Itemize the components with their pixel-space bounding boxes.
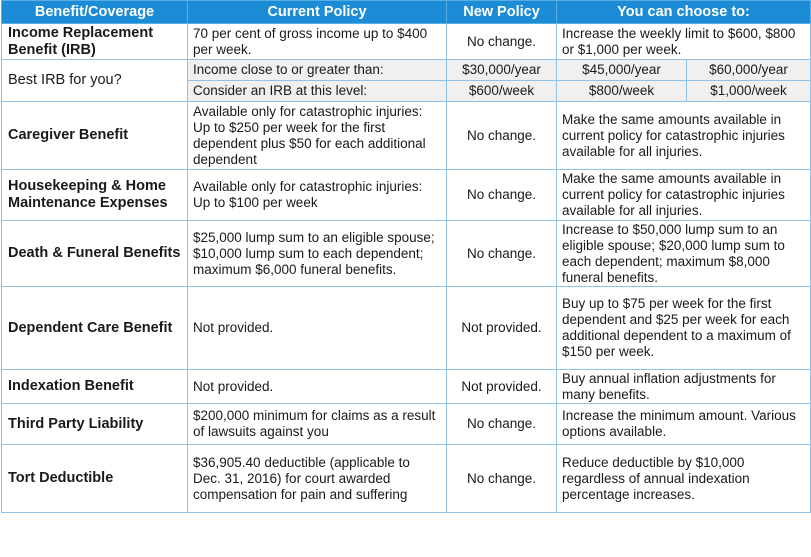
- choose-cell: Buy annual inflation adjustments for man…: [555, 369, 811, 404]
- level-label: Consider an IRB at this level:: [187, 80, 447, 102]
- table-row: Caregiver Benefit Available only for cat…: [1, 101, 811, 170]
- choose-cell: Reduce deductible by $10,000 regardless …: [555, 444, 811, 513]
- current-policy-cell: Available only for catastrophic injuries…: [187, 169, 447, 221]
- choose-cell: Increase the minimum amount. Various opt…: [555, 403, 811, 445]
- choose-cell: Increase the weekly limit to $600, $800 …: [555, 23, 811, 60]
- current-policy-cell: Available only for catastrophic injuries…: [187, 101, 447, 170]
- benefit-name: Third Party Liability: [1, 403, 188, 445]
- current-policy-cell: $36,905.40 deductible (applicable to Dec…: [187, 444, 447, 513]
- new-policy-cell: No change.: [446, 23, 557, 60]
- table-row: Dependent Care Benefit Not provided. Not…: [1, 286, 811, 370]
- header-new-policy: New Policy: [446, 0, 557, 24]
- header-current-policy: Current Policy: [187, 0, 447, 24]
- benefit-name: Indexation Benefit: [1, 369, 188, 404]
- benefit-name: Housekeeping & Home Maintenance Expenses: [1, 169, 188, 221]
- income-label: Income close to or greater than:: [187, 59, 447, 81]
- new-policy-cell: No change.: [446, 101, 557, 170]
- income-value: $45,000/year: [556, 59, 687, 81]
- choose-cell: Buy up to $75 per week for the first dep…: [555, 286, 811, 370]
- benefit-name: Caregiver Benefit: [1, 101, 188, 170]
- current-policy-cell: Not provided.: [187, 286, 447, 370]
- benefit-name: Dependent Care Benefit: [1, 286, 188, 370]
- table-row: Third Party Liability $200,000 minimum f…: [1, 403, 811, 445]
- table-row: Housekeeping & Home Maintenance Expenses…: [1, 169, 811, 221]
- new-policy-cell: No change.: [446, 220, 557, 287]
- new-policy-cell: Not provided.: [446, 369, 557, 404]
- choose-cell: Make the same amounts available in curre…: [555, 169, 811, 221]
- benefits-comparison-table: Benefit/Coverage Current Policy New Poli…: [1, 0, 811, 513]
- current-policy-cell: $200,000 minimum for claims as a result …: [187, 403, 447, 445]
- new-policy-cell: No change.: [446, 169, 557, 221]
- level-value: $800/week: [556, 80, 687, 102]
- income-value: $60,000/year: [685, 59, 811, 81]
- table-row: Indexation Benefit Not provided. Not pro…: [1, 369, 811, 404]
- benefit-name: Death & Funeral Benefits: [1, 220, 188, 287]
- level-value: $1,000/week: [685, 80, 811, 102]
- benefit-name: Tort Deductible: [1, 444, 188, 513]
- table-row-best-irb-level: Consider an IRB at this level: $600/week…: [2, 80, 811, 102]
- new-policy-cell: No change.: [446, 403, 557, 445]
- header-row: Benefit/Coverage Current Policy New Poli…: [1, 0, 811, 24]
- current-policy-cell: 70 per cent of gross income up to $400 p…: [187, 23, 447, 60]
- header-benefit: Benefit/Coverage: [1, 0, 188, 24]
- new-policy-cell: Not provided.: [446, 286, 557, 370]
- table-row: Death & Funeral Benefits $25,000 lump su…: [1, 220, 811, 287]
- current-policy-cell: $25,000 lump sum to an eligible spouse; …: [187, 220, 447, 287]
- choose-cell: Increase to $50,000 lump sum to an eligi…: [555, 220, 811, 287]
- current-policy-cell: Not provided.: [187, 369, 447, 404]
- table-row-irb: Income Replacement Benefit (IRB) 70 per …: [1, 23, 811, 60]
- new-policy-cell: No change.: [446, 444, 557, 513]
- best-irb-label: Best IRB for you?: [1, 59, 188, 102]
- table-row: Tort Deductible $36,905.40 deductible (a…: [1, 444, 811, 513]
- header-you-can-choose: You can choose to:: [555, 0, 811, 24]
- choose-cell: Make the same amounts available in curre…: [555, 101, 811, 170]
- benefit-name: Income Replacement Benefit (IRB): [1, 23, 188, 60]
- level-value: $600/week: [446, 80, 557, 102]
- income-value: $30,000/year: [446, 59, 557, 81]
- table-row-best-irb-income: Best IRB for you? Income close to or gre…: [1, 59, 811, 102]
